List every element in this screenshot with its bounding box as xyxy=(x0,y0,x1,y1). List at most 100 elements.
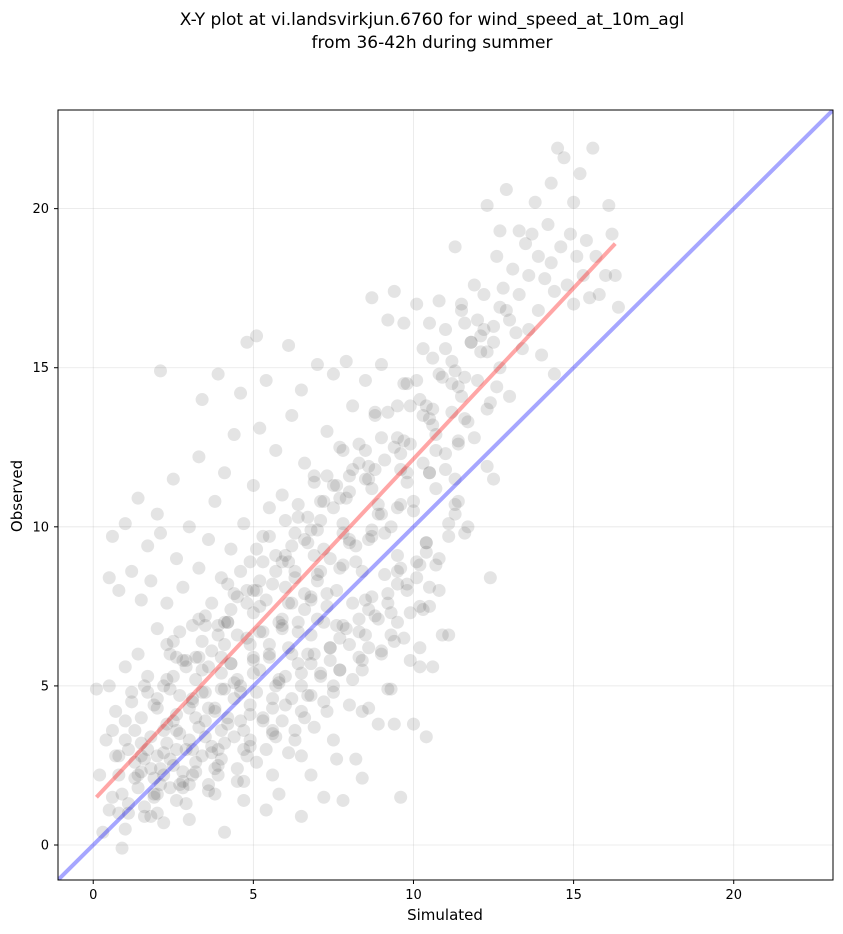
scatter-point xyxy=(342,638,356,652)
scatter-point xyxy=(234,386,248,400)
scatter-point xyxy=(166,714,180,728)
scatter-point xyxy=(451,437,465,451)
scatter-point xyxy=(362,472,376,486)
scatter-point xyxy=(371,498,385,512)
scatter-point xyxy=(368,408,382,422)
scatter-point xyxy=(285,692,299,706)
scatter-point xyxy=(355,663,369,677)
scatter-point xyxy=(374,358,388,372)
scatter-point xyxy=(272,615,286,629)
scatter-point xyxy=(611,300,625,314)
scatter-point xyxy=(93,768,107,782)
scatter-point xyxy=(490,380,504,394)
scatter-point xyxy=(416,342,430,356)
scatter-point xyxy=(237,743,251,757)
scatter-point xyxy=(211,628,225,642)
scatter-point xyxy=(390,548,404,562)
scatter-point xyxy=(166,472,180,486)
scatter-point xyxy=(422,466,436,480)
scatter-point xyxy=(128,771,142,785)
scatter-point xyxy=(147,790,161,804)
scatter-point xyxy=(464,335,478,349)
scatter-point xyxy=(221,615,235,629)
chart-title-line-1: X-Y plot at vi.landsvirkjun.6760 for win… xyxy=(180,10,684,30)
scatter-point xyxy=(445,354,459,368)
scatter-point xyxy=(554,240,568,254)
scatter-point xyxy=(131,491,145,505)
scatter-point xyxy=(355,564,369,578)
scatter-point xyxy=(358,628,372,642)
scatter-point xyxy=(288,733,302,747)
scatter-point xyxy=(221,577,235,591)
scatter-point xyxy=(153,526,167,540)
scatter-point xyxy=(378,526,392,540)
scatter-point xyxy=(179,653,193,667)
scatter-point xyxy=(605,227,619,241)
scatter-point xyxy=(134,765,148,779)
scatter-point xyxy=(144,574,158,588)
scatter-point xyxy=(160,673,174,687)
scatter-point xyxy=(368,463,382,477)
scatter-point xyxy=(390,431,404,445)
scatter-point xyxy=(419,730,433,744)
scatter-point xyxy=(275,488,289,502)
scatter-point xyxy=(240,596,254,610)
scatter-point xyxy=(342,536,356,550)
scatter-point xyxy=(525,227,539,241)
scatter-point xyxy=(323,641,337,655)
scatter-point xyxy=(105,529,119,543)
scatter-point xyxy=(419,536,433,550)
scatter-point xyxy=(278,669,292,683)
scatter-point xyxy=(166,758,180,772)
scatter-point xyxy=(336,618,350,632)
scatter-point xyxy=(349,555,363,569)
scatter-point xyxy=(413,558,427,572)
scatter-point xyxy=(272,676,286,690)
scatter-point xyxy=(326,685,340,699)
scatter-point xyxy=(182,733,196,747)
scatter-point xyxy=(173,625,187,639)
scatter-point xyxy=(234,714,248,728)
scatter-point xyxy=(374,431,388,445)
scatter-point xyxy=(269,443,283,457)
scatter-point xyxy=(272,673,286,687)
scatter-point xyxy=(448,507,462,521)
scatter-point xyxy=(291,615,305,629)
scatter-point xyxy=(419,536,433,550)
y-tick-label: 15 xyxy=(32,361,49,376)
scatter-point xyxy=(160,717,174,731)
scatter-point xyxy=(198,618,212,632)
scatter-point xyxy=(246,478,260,492)
scatter-point xyxy=(118,822,132,836)
scatter-point xyxy=(509,326,523,340)
grid-lines xyxy=(58,110,833,880)
scatter-point xyxy=(211,367,225,381)
scatter-point xyxy=(390,577,404,591)
scatter-point xyxy=(237,793,251,807)
scatter-point xyxy=(186,768,200,782)
scatter-point xyxy=(403,399,417,413)
scatter-point xyxy=(195,634,209,648)
scatter-point xyxy=(432,367,446,381)
scatter-point xyxy=(141,685,155,699)
scatter-point xyxy=(192,720,206,734)
scatter-point xyxy=(250,755,264,769)
scatter-point xyxy=(157,746,171,760)
scatter-point xyxy=(336,793,350,807)
scatter-point xyxy=(272,787,286,801)
scatter-point xyxy=(224,657,238,671)
scatter-point xyxy=(458,526,472,540)
scatter-point xyxy=(169,743,183,757)
scatter-point xyxy=(362,459,376,473)
scatter-point xyxy=(237,723,251,737)
scatter-point xyxy=(432,294,446,308)
scatter-point xyxy=(256,625,270,639)
scatter-point xyxy=(240,749,254,763)
scatter-point xyxy=(163,781,177,795)
scatter-point xyxy=(442,628,456,642)
scatter-point xyxy=(394,498,408,512)
scatter-point xyxy=(368,405,382,419)
scatter-point xyxy=(294,679,308,693)
scatter-point xyxy=(451,434,465,448)
scatter-point xyxy=(285,539,299,553)
